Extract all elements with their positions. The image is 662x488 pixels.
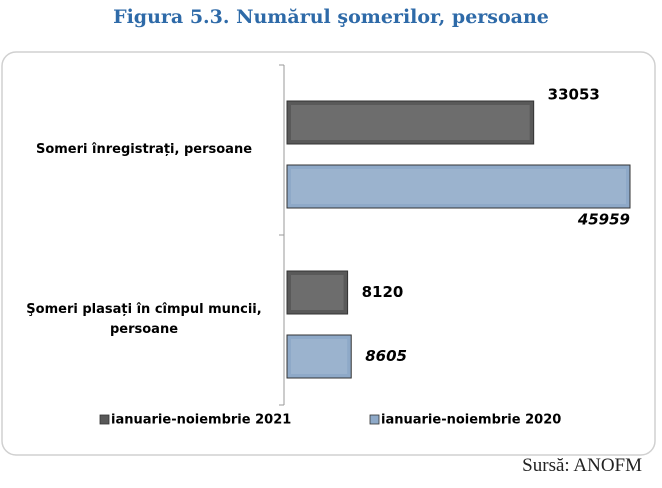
bar-highlight xyxy=(291,169,626,204)
chart-frame xyxy=(1,51,656,456)
source-note: Sursă: ANOFM xyxy=(522,455,642,476)
legend-swatch xyxy=(369,414,380,425)
bar-highlight xyxy=(291,105,530,140)
data-label: 8605 xyxy=(365,347,407,365)
legend-swatch xyxy=(99,414,110,425)
category-label: Someri înregistrați, persoane xyxy=(35,142,253,157)
bar xyxy=(286,100,535,145)
legend-label: ianuarie-noiembrie 2020 xyxy=(381,413,561,428)
legend-label: ianuarie-noiembrie 2021 xyxy=(111,413,291,428)
chart-title: Figura 5.3. Numărul şomerilor, persoane xyxy=(113,6,549,28)
bar xyxy=(286,334,352,379)
category-label: Şomeri plasați în cîmpul muncii, persoan… xyxy=(26,302,262,337)
bar xyxy=(286,164,631,209)
data-label: 33053 xyxy=(548,86,600,104)
bar xyxy=(286,270,349,315)
bar-highlight xyxy=(291,339,348,374)
bar-highlight xyxy=(291,275,344,310)
data-label: 8120 xyxy=(362,283,404,301)
data-label: 45959 xyxy=(577,211,630,229)
